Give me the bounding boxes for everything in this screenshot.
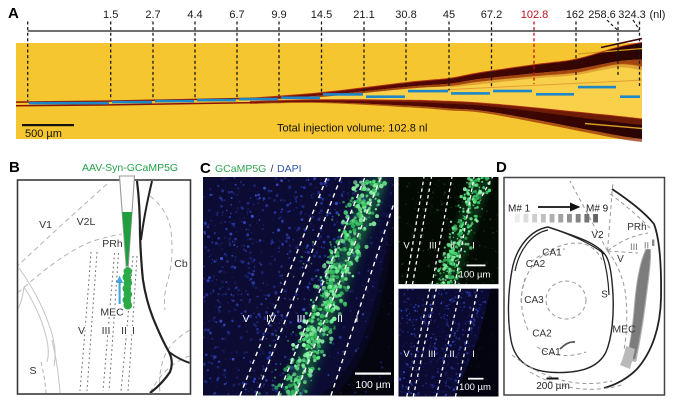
svg-text:V: V	[242, 313, 249, 325]
svg-text:200 µm: 200 µm	[536, 381, 570, 392]
svg-text:B: B	[9, 159, 20, 176]
svg-text:9.9: 9.9	[271, 9, 286, 21]
svg-text:324.3: 324.3	[618, 9, 646, 21]
svg-text:(nl): (nl)	[650, 9, 666, 21]
svg-text:I: I	[356, 313, 359, 325]
svg-text:V: V	[403, 241, 410, 252]
svg-text:Cb: Cb	[174, 258, 188, 270]
svg-text:500 µm: 500 µm	[25, 128, 62, 140]
svg-text:/: /	[271, 163, 274, 175]
svg-text:162: 162	[566, 9, 584, 21]
svg-text:100 µm: 100 µm	[355, 379, 390, 391]
svg-text:I: I	[472, 349, 475, 360]
svg-text:II: II	[644, 241, 649, 252]
svg-text:CA2: CA2	[526, 259, 546, 270]
svg-text:CA3: CA3	[524, 295, 544, 306]
svg-text:III: III	[102, 325, 111, 337]
svg-text:A: A	[8, 5, 19, 22]
svg-text:1.5: 1.5	[103, 9, 118, 21]
svg-text:45: 45	[443, 9, 455, 21]
svg-text:100 µm: 100 µm	[459, 270, 491, 281]
svg-text:21.1: 21.1	[353, 9, 374, 21]
svg-text:100 µm: 100 µm	[459, 382, 491, 393]
svg-text:V: V	[617, 254, 624, 265]
svg-text:V2: V2	[591, 230, 604, 241]
svg-text:III: III	[429, 241, 437, 252]
svg-text:V2L: V2L	[77, 216, 96, 228]
svg-text:S: S	[29, 365, 36, 377]
svg-text:GCaMP5G: GCaMP5G	[215, 163, 266, 175]
svg-text:PRh: PRh	[102, 238, 123, 250]
svg-text:MEC: MEC	[612, 324, 636, 336]
svg-text:IV: IV	[266, 313, 276, 325]
svg-text:2.7: 2.7	[145, 9, 160, 21]
svg-text:CA1: CA1	[541, 347, 561, 358]
svg-text:V: V	[78, 325, 85, 337]
svg-text:PRh: PRh	[627, 222, 646, 233]
svg-text:30.8: 30.8	[395, 9, 416, 21]
svg-text:II: II	[337, 313, 343, 325]
svg-text:6.7: 6.7	[229, 9, 244, 21]
svg-text:III: III	[630, 242, 638, 253]
svg-text:14.5: 14.5	[311, 9, 332, 21]
svg-text:CA2: CA2	[532, 329, 552, 340]
svg-text:M# 9: M# 9	[586, 204, 609, 215]
svg-text:V1: V1	[39, 219, 52, 231]
svg-text:II: II	[121, 325, 127, 337]
svg-text:II: II	[450, 241, 455, 252]
svg-text:MEC: MEC	[100, 307, 124, 319]
svg-text:III: III	[428, 349, 436, 360]
svg-text:I: I	[132, 325, 135, 337]
svg-text:II: II	[449, 349, 454, 360]
svg-text:C: C	[200, 160, 211, 177]
svg-text:III: III	[297, 313, 306, 325]
svg-text:D: D	[496, 159, 507, 176]
svg-text:M# 1: M# 1	[508, 204, 531, 215]
svg-text:102.8: 102.8	[521, 9, 549, 21]
svg-text:I: I	[472, 241, 475, 252]
svg-text:S: S	[601, 290, 608, 301]
svg-text:258.6: 258.6	[588, 9, 616, 21]
svg-text:Total injection volume: 102.8: Total injection volume: 102.8 nl	[277, 123, 427, 135]
svg-text:CA1: CA1	[542, 248, 562, 259]
svg-text:DAPI: DAPI	[277, 163, 302, 175]
svg-text:4.4: 4.4	[187, 9, 202, 21]
svg-text:AAV-Syn-GCaMP5G: AAV-Syn-GCaMP5G	[82, 162, 178, 174]
svg-text:67.2: 67.2	[481, 9, 502, 21]
svg-text:V: V	[403, 349, 410, 360]
